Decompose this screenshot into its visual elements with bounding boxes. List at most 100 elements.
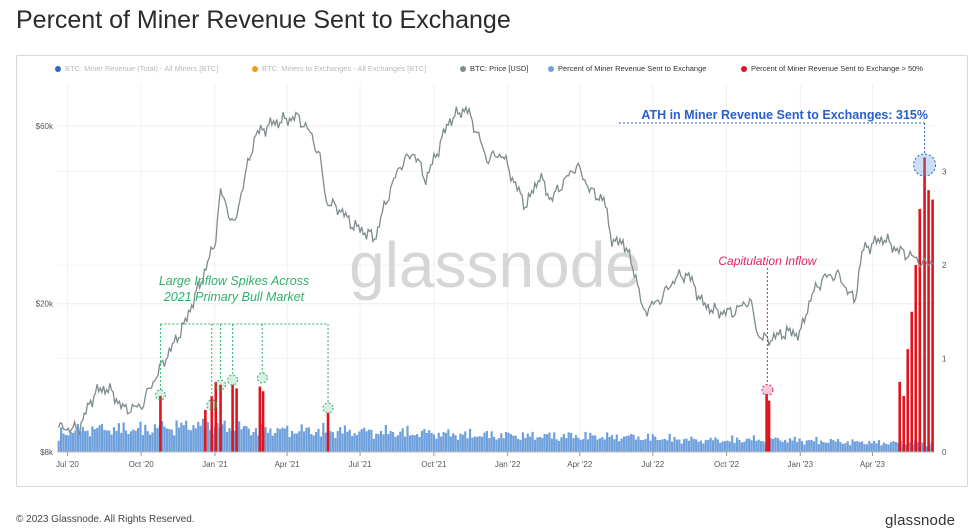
percent-bar (435, 438, 438, 452)
percent-bar (690, 436, 693, 452)
percent-bar (793, 436, 796, 452)
percent-bar (692, 438, 695, 452)
red-spike-bar (219, 384, 222, 452)
legend-item-btc-price[interactable]: BTC: Price [USD] (460, 64, 528, 73)
percent-bar (735, 437, 739, 452)
percent-bar (836, 438, 840, 452)
watermark: glassnode (349, 229, 641, 301)
percent-bar (851, 439, 854, 452)
red-spike-bar (767, 400, 771, 452)
percent-bar (382, 434, 385, 452)
percent-bar (413, 435, 416, 452)
percent-bar (728, 441, 731, 452)
percent-bar (897, 442, 900, 452)
percent-bar (238, 421, 241, 452)
percent-bar (788, 438, 792, 452)
percent-bar (608, 436, 611, 452)
legend-item-percent[interactable]: Percent of Miner Revenue Sent to Exchang… (548, 64, 706, 73)
percent-bar (240, 429, 243, 452)
legend-dot-icon (548, 65, 554, 72)
percent-bar (348, 429, 351, 452)
x-tick-label: Apr '22 (567, 460, 593, 469)
percent-bar (560, 437, 563, 452)
legend-item-percent-over-50[interactable]: Percent of Miner Revenue Sent to Exchang… (741, 64, 923, 73)
percent-bar (598, 438, 602, 452)
percent-bar (64, 434, 68, 452)
percent-bar (62, 433, 65, 452)
legend-dot-icon (460, 65, 466, 72)
percent-bar (731, 435, 734, 452)
percent-bar (719, 442, 722, 452)
percent-bar (656, 440, 659, 452)
percent-bar (177, 427, 181, 452)
legend-dot-icon (741, 65, 747, 72)
percent-bar (885, 443, 888, 452)
percent-bar (444, 432, 448, 452)
percent-bar (610, 435, 614, 452)
percent-bar (596, 439, 599, 452)
legend-item-miners-to-exchanges[interactable]: BTC: Miners to Exchanges - All Exchanges… (252, 64, 426, 73)
percent-bar (509, 434, 513, 452)
percent-bar (639, 440, 642, 452)
percent-bar (521, 432, 525, 452)
percent-bar (146, 431, 149, 452)
percent-bar (805, 440, 808, 452)
red-spike-bar (898, 381, 902, 452)
percent-bar (856, 440, 859, 452)
percent-bar (740, 442, 743, 452)
percent-bar (803, 444, 806, 452)
percent-bar (738, 439, 741, 452)
percent-bar (351, 436, 354, 452)
percent-bar (129, 431, 132, 452)
percent-bar (447, 429, 450, 452)
percent-bar (322, 422, 325, 452)
percent-bar (293, 433, 296, 452)
percent-bar (319, 436, 323, 452)
x-tick-label: Apr '21 (275, 460, 301, 469)
copyright: © 2023 Glassnode. All Rights Reserved. (16, 514, 195, 525)
percent-bar (916, 442, 919, 452)
legend: BTC: Miner Revenue (Total) - All Miners … (0, 64, 974, 76)
percent-bar (839, 442, 842, 452)
percent-bar (264, 427, 267, 452)
percent-bar (278, 429, 282, 452)
percent-bar (423, 428, 426, 452)
percent-bar (416, 434, 419, 452)
percent-bar (336, 431, 339, 452)
percent-bar (144, 424, 147, 452)
percent-bar (187, 429, 190, 452)
x-tick-label: Oct '20 (129, 460, 155, 469)
percent-bar (661, 439, 664, 452)
percent-bar (136, 428, 140, 452)
percent-bar (707, 439, 710, 452)
bull-marker (206, 399, 218, 411)
percent-bar (283, 428, 286, 452)
legend-item-miner-revenue[interactable]: BTC: Miner Revenue (Total) - All Miners … (55, 64, 218, 73)
percent-bar (139, 421, 142, 452)
percent-bar (671, 441, 674, 452)
x-tick-label: Jan '23 (788, 460, 814, 469)
percent-bar (752, 435, 755, 452)
percent-bar (726, 440, 729, 452)
chart-title: Percent of Miner Revenue Sent to Exchang… (16, 6, 511, 34)
percent-bar (372, 438, 375, 452)
percent-bar (271, 435, 274, 452)
percent-bar (529, 436, 532, 452)
percent-bar (254, 428, 258, 452)
percent-bar (105, 430, 108, 452)
percent-bar (103, 430, 106, 452)
percent-bar (925, 446, 929, 452)
x-tick-label: Jan '21 (202, 460, 228, 469)
percent-bar (317, 428, 320, 452)
percent-bar (791, 440, 794, 452)
bull-marker (215, 379, 227, 391)
percent-bar (108, 430, 111, 452)
brand-logo[interactable]: glassnode (885, 512, 956, 529)
percent-bar (377, 434, 380, 452)
bull-annotation-line2: 2021 Primary Bull Market (163, 290, 305, 304)
x-tick-label: Apr '23 (860, 460, 886, 469)
percent-bar (500, 433, 503, 452)
percent-bar (502, 438, 505, 452)
percent-bar (182, 425, 185, 452)
percent-bar (295, 433, 298, 452)
